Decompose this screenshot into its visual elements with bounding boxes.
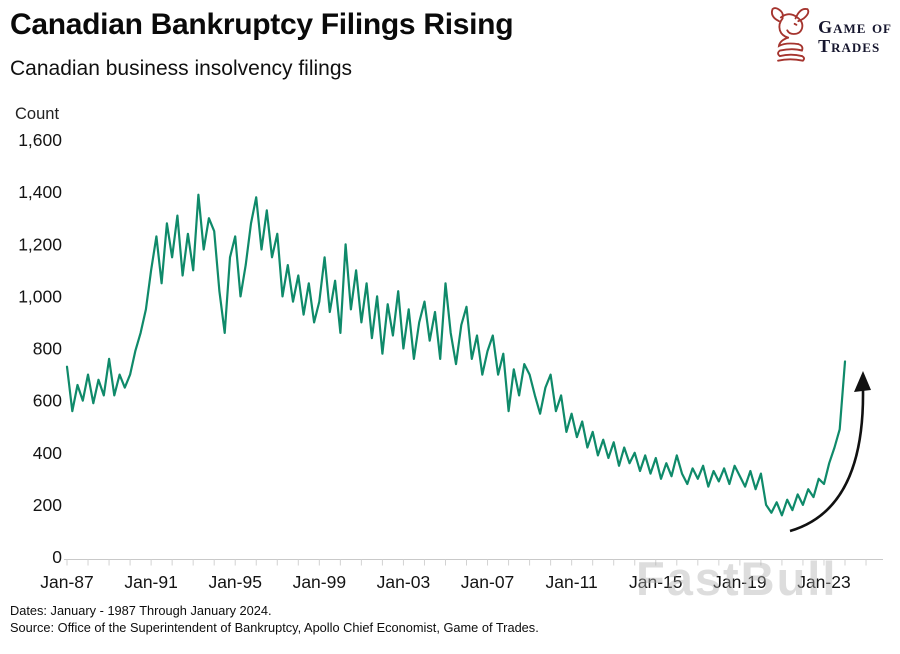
y-tick-label: 1,600	[18, 130, 62, 150]
bull-icon	[767, 5, 813, 68]
logo-text: Game of Trades	[818, 18, 892, 55]
x-tick-label: Jan-87	[40, 572, 94, 592]
x-tick-label: Jan-11	[546, 572, 598, 592]
x-tick-label: Jan-15	[629, 572, 683, 592]
x-tick-label: Jan-03	[377, 572, 431, 592]
rising-arrow-head-icon	[854, 371, 871, 392]
y-axis-labels: 0 200 400 600 800 1,000 1,200 1,400 1,600	[18, 130, 62, 567]
y-tick-label: 800	[33, 339, 62, 359]
y-tick-label: 400	[33, 443, 62, 463]
source-note: Source: Office of the Superintendent of …	[10, 619, 539, 635]
rising-arrow-annotation	[789, 389, 865, 533]
x-axis-labels: Jan-87 Jan-91 Jan-95 Jan-99 Jan-03 Jan-07 Jan-…	[40, 572, 850, 592]
x-tick-label: Jan-99	[293, 572, 347, 592]
logo-line1: Game of	[818, 17, 892, 38]
footer: Dates: January - 1987 Through January 20…	[10, 603, 539, 637]
y-tick-label: 200	[33, 495, 62, 515]
game-of-trades-logo: Game of Trades	[767, 5, 892, 68]
x-tick-label: Jan-07	[461, 572, 515, 592]
logo-line2: Trades	[818, 35, 881, 56]
x-axis	[64, 559, 883, 566]
y-tick-label: 1,000	[18, 286, 62, 306]
y-tick-label: 0	[52, 547, 62, 567]
dates-note: Dates: January - 1987 Through January 20…	[10, 603, 272, 618]
y-tick-label: 1,400	[18, 182, 62, 202]
y-tick-label: 1,200	[18, 234, 62, 254]
x-tick-label: Jan-23	[797, 572, 851, 592]
x-tick-label: Jan-95	[208, 572, 262, 592]
x-tick-label: Jan-19	[713, 572, 767, 592]
y-tick-label: 600	[33, 391, 62, 411]
y-axis-title: Count	[15, 105, 60, 123]
x-tick-label: Jan-91	[124, 572, 178, 592]
page-subtitle: Canadian business insolvency filings	[10, 57, 353, 80]
insolvency-line	[65, 193, 847, 517]
page-title: Canadian Bankruptcy Filings Rising	[10, 8, 514, 41]
